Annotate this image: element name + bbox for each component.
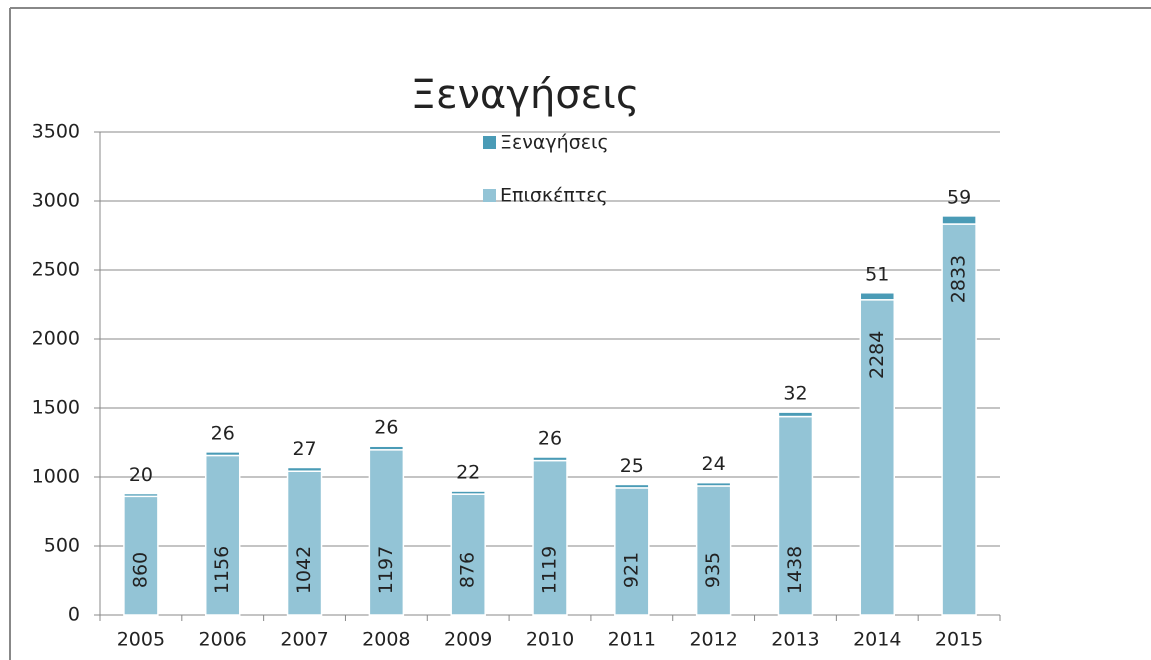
x-tick-label: 2011: [608, 629, 656, 651]
legend-label: Ξεναγήσεις: [500, 132, 609, 154]
bar-segment: [941, 215, 977, 225]
bar-segment: [123, 492, 159, 498]
bar-segment: [450, 493, 486, 616]
bar-segment: [286, 470, 323, 616]
bar-segment: [123, 495, 159, 616]
data-label: 1042: [293, 546, 315, 594]
x-tick-label: 2007: [280, 629, 328, 651]
data-label: 59: [947, 186, 971, 208]
bar-segment: [777, 411, 814, 418]
x-tick-label: 2008: [362, 629, 410, 651]
data-label: 26: [374, 417, 398, 439]
data-label: 26: [538, 427, 562, 449]
data-label: 1438: [784, 546, 806, 594]
legend-label: Επισκέπτες: [500, 185, 608, 207]
data-label: 26: [211, 422, 235, 444]
y-tick-label: 0: [68, 604, 80, 626]
bar-segment: [450, 490, 486, 495]
bar-segment: [777, 415, 814, 616]
bar-segment: [695, 481, 732, 487]
x-tick-label: 2012: [689, 629, 737, 651]
data-label: 921: [620, 552, 642, 588]
data-label: 20: [129, 464, 153, 486]
x-tick-label: 2009: [444, 629, 492, 651]
data-label: 1119: [539, 546, 561, 594]
y-tick-label: 2000: [32, 328, 80, 350]
x-tick-label: 2005: [117, 629, 165, 651]
bar-segment: [532, 459, 568, 616]
chart-title: Ξεναγήσεις: [411, 72, 640, 118]
data-label: 27: [292, 438, 316, 460]
bar-segment: [614, 483, 650, 489]
bar-segment: [941, 223, 977, 616]
legend-swatch: [483, 189, 496, 202]
x-tick-label: 2010: [526, 629, 574, 651]
data-label: 24: [702, 453, 726, 475]
data-label: 876: [457, 552, 479, 588]
data-label: 32: [783, 383, 807, 405]
bar-segment: [532, 456, 568, 462]
data-label: 935: [702, 552, 724, 588]
data-label: 2284: [866, 331, 888, 379]
bar-segment: [859, 292, 896, 301]
bar-segment: [204, 451, 241, 457]
x-tick-label: 2006: [199, 629, 247, 651]
bar-segment: [368, 445, 405, 451]
y-tick-label: 1000: [32, 466, 80, 488]
data-label: 860: [129, 552, 151, 588]
data-label: 51: [865, 263, 889, 285]
bar-segment: [368, 449, 405, 616]
y-tick-label: 1500: [32, 397, 80, 419]
x-tick-label: 2014: [853, 629, 901, 651]
y-tick-label: 500: [44, 535, 80, 557]
x-tick-label: 2013: [771, 629, 819, 651]
data-label: 2833: [948, 255, 970, 303]
y-tick-label: 3000: [32, 190, 80, 212]
bar-segment: [204, 454, 241, 616]
y-tick-label: 2500: [32, 259, 80, 281]
bar-segment: [286, 466, 323, 472]
data-label: 1156: [211, 546, 233, 594]
bar-segment: [695, 485, 732, 616]
bar-segment: [859, 299, 896, 616]
data-label: 25: [620, 455, 644, 477]
bar-segment: [614, 487, 650, 616]
y-tick-label: 3500: [32, 121, 80, 143]
x-tick-label: 2015: [935, 629, 983, 651]
data-label: 1197: [375, 546, 397, 594]
data-label: 22: [456, 462, 480, 484]
legend-swatch: [483, 136, 496, 149]
